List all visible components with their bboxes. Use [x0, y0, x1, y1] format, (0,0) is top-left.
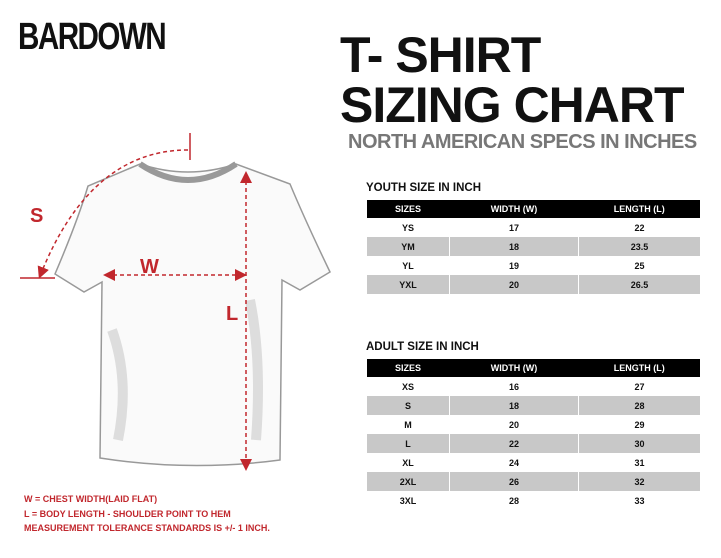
table-cell: XS — [366, 377, 450, 396]
table-cell: 23.5 — [578, 237, 700, 256]
table-cell: YS — [366, 218, 450, 237]
table-row: YL 19 25 — [366, 256, 700, 275]
header-cell: SIZES — [366, 200, 450, 218]
table-title: YOUTH SIZE IN INCH — [366, 182, 482, 194]
size-table: SIZES WIDTH (W) LENGTH (L) YS 17 22 YM 18 23.5 YL… — [366, 200, 700, 294]
collar — [138, 161, 238, 183]
table-cell: L — [366, 434, 450, 453]
shirt-diagram: S W L — [20, 133, 331, 471]
table-cell: 18 — [449, 237, 579, 256]
header-row: SIZES WIDTH (W) LENGTH (L) — [366, 200, 700, 218]
table-row: 2XL 26 32 — [366, 472, 700, 491]
table-cell: 20 — [449, 415, 579, 434]
table-cell: 26.5 — [578, 275, 700, 294]
w-label: W — [140, 256, 159, 278]
header-cell: WIDTH (W) — [449, 359, 579, 377]
table-cell: YL — [366, 256, 450, 275]
table-cell: 25 — [578, 256, 700, 275]
table-cell: 3XL — [366, 491, 450, 510]
table-row: YS 17 22 — [366, 218, 700, 237]
s-label: S — [30, 205, 43, 227]
table-cell: 31 — [578, 453, 700, 472]
table-row: YXL 20 26.5 — [366, 275, 700, 294]
l-label: L — [226, 303, 238, 325]
s-line — [37, 149, 189, 279]
table-row: 3XL 28 33 — [366, 491, 700, 510]
header-cell: SIZES — [366, 359, 450, 377]
subtitle: NORTH AMERICAN SPECS IN INCHES — [348, 131, 697, 153]
table-row: S 18 28 — [366, 396, 700, 415]
table-row: XS 16 27 — [366, 377, 700, 396]
table-cell: 19 — [449, 256, 579, 275]
header-cell: LENGTH (L) — [578, 359, 700, 377]
shirt-outline — [54, 163, 331, 467]
note: W = CHEST WIDTH(LAID FLAT) — [24, 494, 158, 504]
table-cell: YM — [366, 237, 450, 256]
table-title: ADULT SIZE IN INCH — [366, 341, 479, 353]
table-cell: XL — [366, 453, 450, 472]
table-cell: 17 — [449, 218, 579, 237]
title: SIZING CHART — [340, 77, 685, 133]
note: L = BODY LENGTH - SHOULDER POINT TO HEM — [24, 509, 231, 519]
table-cell: 26 — [449, 472, 579, 491]
table-row: XL 24 31 — [366, 453, 700, 472]
table-cell: 30 — [578, 434, 700, 453]
table-cell: M — [366, 415, 450, 434]
note: MEASUREMENT TOLERANCE STANDARDS IS +/- 1… — [24, 523, 270, 533]
table-cell: 27 — [578, 377, 700, 396]
table-row: YM 18 23.5 — [366, 237, 700, 256]
table-cell: 33 — [578, 491, 700, 510]
size-table: SIZES WIDTH (W) LENGTH (L) XS 16 27 S 18 28 M 20 29… — [366, 359, 700, 510]
title: T- SHIRT — [340, 27, 541, 83]
table-cell: 20 — [449, 275, 579, 294]
table-cell: YXL — [366, 275, 450, 294]
table-cell: 24 — [449, 453, 579, 472]
table-row: L 22 30 — [366, 434, 700, 453]
brand-logo: BARDOWN — [18, 16, 167, 58]
table-cell: 16 — [449, 377, 579, 396]
table-cell: S — [366, 396, 450, 415]
header-row: SIZES WIDTH (W) LENGTH (L) — [366, 359, 700, 377]
table-cell: 2XL — [366, 472, 450, 491]
table-cell: 29 — [578, 415, 700, 434]
table-cell: 28 — [449, 491, 579, 510]
table-cell: 32 — [578, 472, 700, 491]
table-cell: 28 — [578, 396, 700, 415]
table-cell: 22 — [578, 218, 700, 237]
table-cell: 18 — [449, 396, 579, 415]
table-row: M 20 29 — [366, 415, 700, 434]
header-cell: WIDTH (W) — [449, 200, 579, 218]
table-cell: 22 — [449, 434, 579, 453]
header-cell: LENGTH (L) — [578, 200, 700, 218]
shading — [107, 299, 263, 441]
